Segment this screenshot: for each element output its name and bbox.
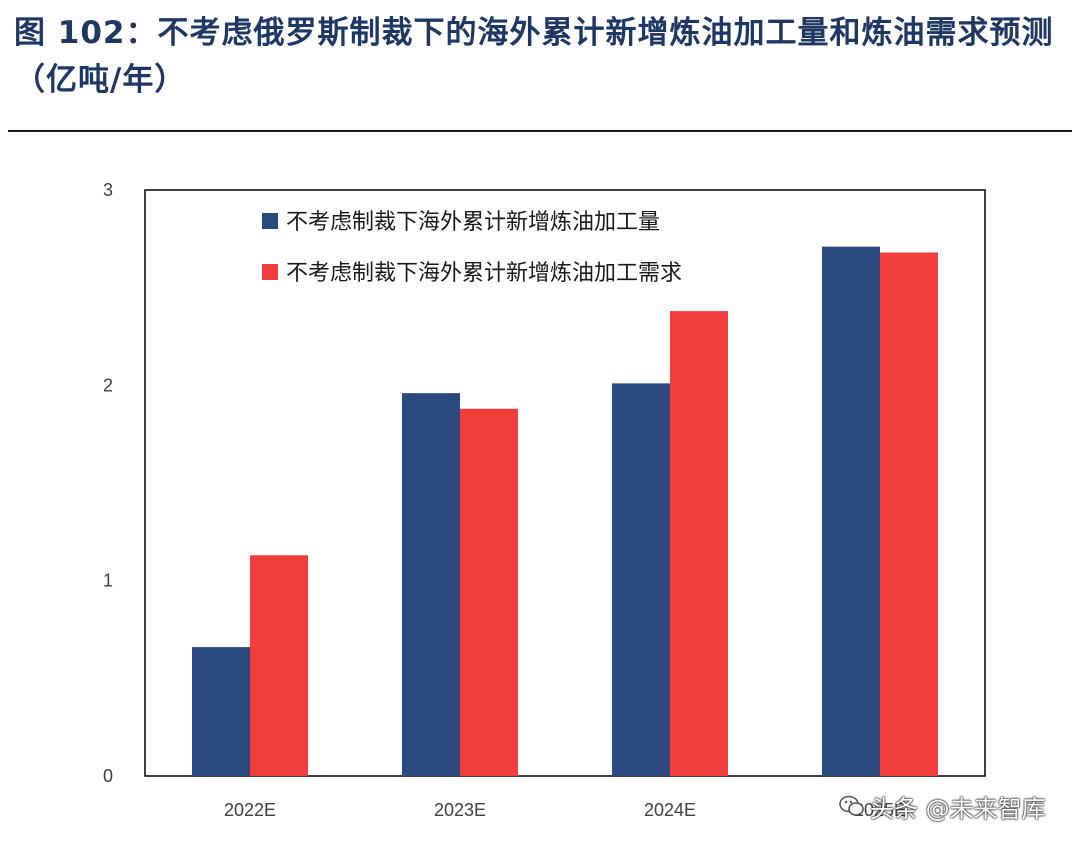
x-tick-label: 2023E — [434, 800, 486, 820]
watermark-text: 头条 @未来智库 — [870, 794, 1046, 823]
x-tick-label: 2022E — [224, 800, 276, 820]
bar-capacity-2022E — [192, 647, 250, 776]
x-tick-label: 2025E — [854, 800, 906, 820]
bar-demand-2025E — [880, 252, 938, 777]
title-divider — [8, 130, 1072, 132]
wechat-icon — [839, 795, 864, 816]
y-axis: 0 1 2 3 — [103, 180, 113, 786]
y-tick-label: 3 — [103, 180, 113, 200]
bar-demand-2024E — [670, 311, 728, 776]
legend-label: 不考虑制裁下海外累计新增炼油加工需求 — [286, 261, 682, 286]
plot-frame — [144, 189, 986, 777]
legend-swatch — [262, 213, 278, 229]
y-tick-label: 1 — [103, 571, 113, 591]
bar-capacity-2024E — [612, 383, 670, 776]
bar-capacity-2025E — [822, 246, 880, 776]
plot-border — [144, 189, 986, 777]
x-axis: 2022E 2023E 2024E 2025E — [224, 800, 906, 820]
figure-title: 图 102：不考虑俄罗斯制裁下的海外累计新增炼油加工量和炼油需求预测（亿吨/年） — [14, 15, 1054, 98]
bars — [192, 246, 938, 777]
y-tick-label: 0 — [103, 766, 113, 786]
legend-label: 不考虑制裁下海外累计新增炼油加工量 — [286, 210, 660, 235]
y-tick-label: 2 — [103, 375, 113, 395]
watermark: 头条 @未来智库 — [838, 784, 1046, 828]
legend-swatch — [262, 264, 278, 280]
bar-demand-2023E — [460, 408, 518, 776]
x-tick-label: 2024E — [644, 800, 696, 820]
bar-capacity-2023E — [402, 393, 460, 776]
bar-demand-2022E — [250, 555, 308, 776]
